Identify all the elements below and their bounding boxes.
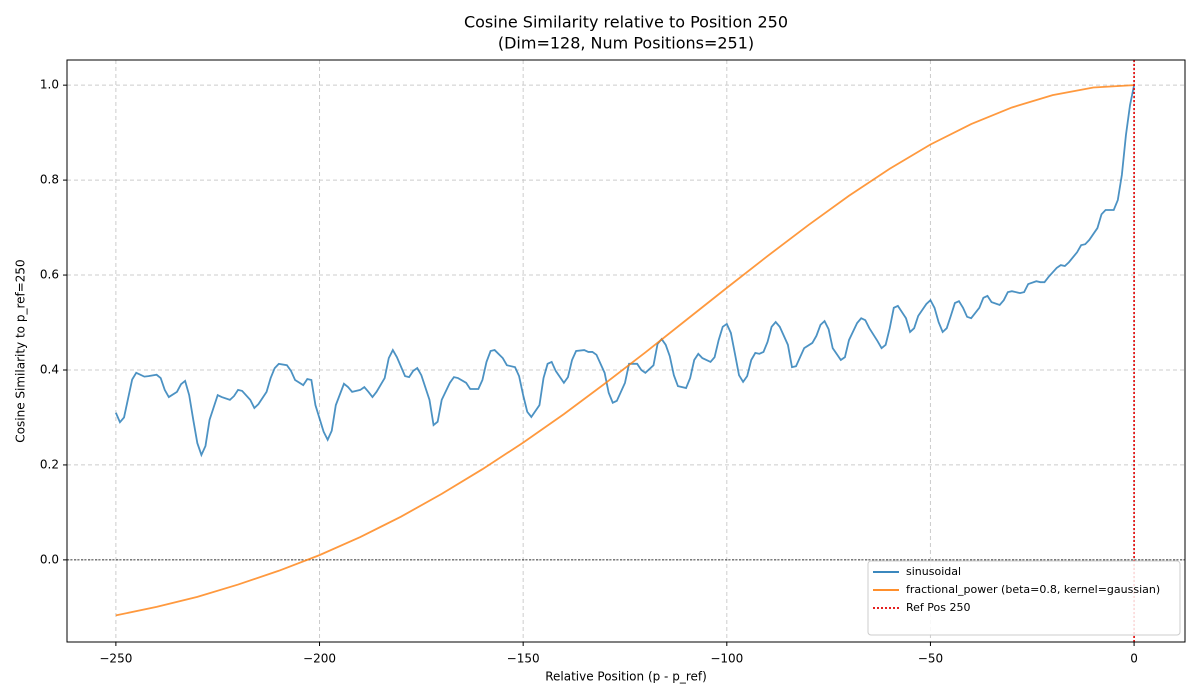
x-tick-label: −250 xyxy=(99,652,132,666)
plot-frame xyxy=(66,59,1186,643)
chart-title: Cosine Similarity relative to Position 2… xyxy=(464,13,788,32)
y-axis-label: Cosine Similarity to p_ref=250 xyxy=(14,259,28,442)
y-tick-label: 1.0 xyxy=(40,78,59,92)
y-tick-label: 0.6 xyxy=(40,268,59,282)
chart-subtitle: (Dim=128, Num Positions=251) xyxy=(498,34,754,53)
series-line xyxy=(115,84,1135,458)
legend-label: fractional_power (beta=0.8, kernel=gauss… xyxy=(906,583,1160,596)
x-axis-label: Relative Position (p - p_ref) xyxy=(545,670,707,684)
legend-label: sinusoidal xyxy=(906,565,961,578)
legend-box xyxy=(867,560,1181,636)
x-tick-label: 0 xyxy=(1130,652,1138,666)
y-tick-label: 0.2 xyxy=(40,457,59,471)
x-tick-label: −100 xyxy=(710,652,743,666)
x-tick-label: −50 xyxy=(918,652,943,666)
x-tick-label: −150 xyxy=(507,652,540,666)
y-tick-label: 0.8 xyxy=(40,173,59,187)
legend-label: Ref Pos 250 xyxy=(906,601,970,614)
y-tick-label: 0.0 xyxy=(40,552,59,566)
x-tick-label: −200 xyxy=(303,652,336,666)
series-line xyxy=(115,84,1135,617)
y-tick-label: 0.4 xyxy=(40,362,59,376)
